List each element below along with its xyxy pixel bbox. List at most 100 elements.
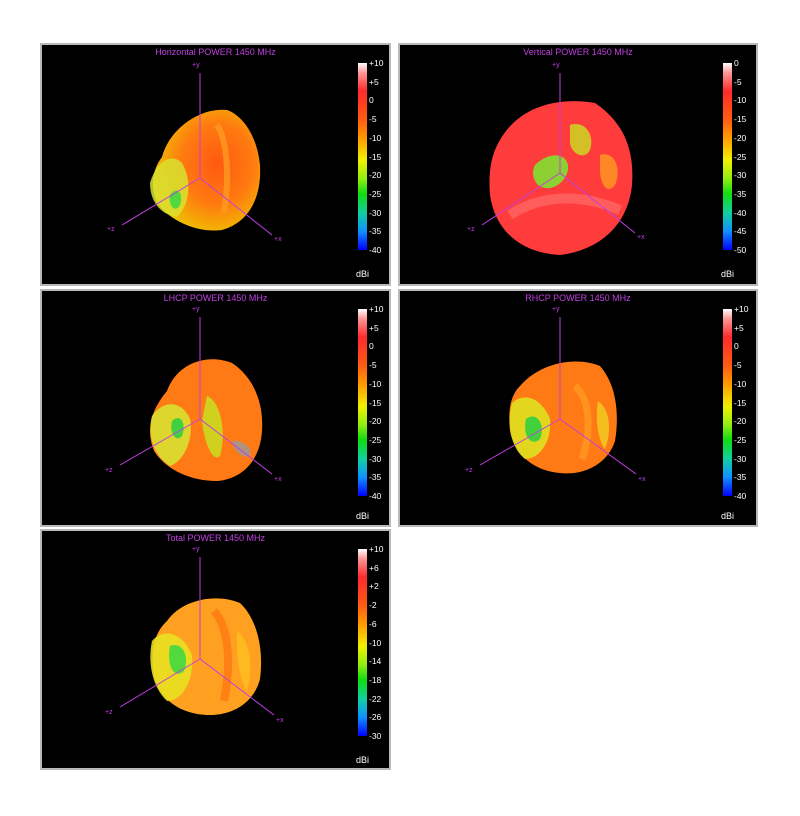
color-scale-ticks: +10 +5 0 -5 -10 -15 -20 -25 -30 -35 -40 xyxy=(734,304,756,501)
scale-tick: -6 xyxy=(369,618,377,629)
scale-tick: -15 xyxy=(369,151,382,162)
scale-tick: -10 xyxy=(369,637,382,648)
scale-tick: -30 xyxy=(369,731,382,741)
scale-tick: +10 xyxy=(369,544,384,554)
scale-tick: -2 xyxy=(369,600,377,611)
scale-tick: -30 xyxy=(369,207,382,218)
radiation-pattern-3d: +y +z +x xyxy=(105,306,282,483)
scale-unit: dBi xyxy=(721,511,735,521)
scale-tick: -5 xyxy=(369,114,377,125)
scale-tick: -26 xyxy=(369,712,382,723)
vertical-power-panel: Vertical POWER 1450 MHz +y +z +x 0 -5 -1… xyxy=(398,43,758,286)
scale-tick: -10 xyxy=(369,132,382,143)
axis-z-label: +z xyxy=(107,226,115,233)
scale-tick: -40 xyxy=(369,491,382,501)
rhcp-power-panel: RHCP POWER 1450 MHz +y +z +x +10 +5 0 -5… xyxy=(398,289,758,527)
color-scale-bar xyxy=(358,309,367,496)
panel-title: RHCP POWER 1450 MHz xyxy=(525,293,631,303)
axis-z-label: +z xyxy=(105,467,113,474)
panel-title: LHCP POWER 1450 MHz xyxy=(163,293,268,303)
axis-z-label: +z xyxy=(467,226,475,233)
panel-title: Horizontal POWER 1450 MHz xyxy=(155,47,276,57)
scale-tick: -35 xyxy=(369,472,382,483)
scale-tick: +10 xyxy=(369,304,384,314)
scale-tick: -25 xyxy=(369,434,382,445)
scale-tick: -5 xyxy=(369,360,377,371)
color-scale-bar xyxy=(723,309,732,496)
scale-unit: dBi xyxy=(356,269,370,279)
scale-tick: -40 xyxy=(734,491,747,501)
color-scale-ticks: 0 -5 -10 -15 -20 -25 -30 -35 -40 -45 -50 xyxy=(734,58,756,255)
scale-tick: -40 xyxy=(734,207,747,218)
color-scale-ticks: +10 +6 +2 -2 -6 -10 -14 -18 -22 -26 -30 xyxy=(369,544,389,741)
scale-tick: -45 xyxy=(734,226,747,237)
axis-y-label: +y xyxy=(192,546,200,553)
scale-tick: 0 xyxy=(369,341,374,352)
scale-tick: -20 xyxy=(369,170,382,181)
color-scale-bar xyxy=(358,549,367,736)
axis-y-label: +y xyxy=(552,62,560,69)
scale-tick: -10 xyxy=(734,378,747,389)
panel-title: Vertical POWER 1450 MHz xyxy=(523,47,633,57)
scale-tick: -5 xyxy=(734,76,742,87)
horizontal-power-panel: Horizontal POWER 1450 MHz +y +z +x +10 +… xyxy=(40,43,391,286)
scale-unit: dBi xyxy=(356,511,370,521)
scale-tick: -35 xyxy=(734,472,747,483)
color-scale-ticks: +10 +5 0 -5 -10 -15 -20 -25 -30 -35 -40 xyxy=(369,304,389,501)
lhcp-power-panel: LHCP POWER 1450 MHz +y +z +x +10 +5 0 -5… xyxy=(40,289,391,527)
scale-tick: -5 xyxy=(734,360,742,371)
scale-tick: -20 xyxy=(369,416,382,427)
scale-tick: 0 xyxy=(734,341,739,352)
scale-tick: -15 xyxy=(734,397,747,408)
axis-y-label: +y xyxy=(192,306,200,313)
total-power-panel: Total POWER 1450 MHz +y +z +x +10 +6 +2 … xyxy=(40,529,391,770)
scale-tick: -15 xyxy=(369,397,382,408)
axis-x-label: +x xyxy=(637,234,645,241)
scale-tick: 0 xyxy=(734,58,739,68)
panel-title: Total POWER 1450 MHz xyxy=(165,533,266,543)
scale-tick: -35 xyxy=(369,226,382,237)
scale-tick: -22 xyxy=(369,693,382,704)
axis-z-label: +z xyxy=(105,709,113,716)
scale-tick: -20 xyxy=(734,132,747,143)
scale-tick: -40 xyxy=(369,245,382,255)
axis-x-label: +x xyxy=(274,236,282,243)
axis-x-label: +x xyxy=(276,717,284,724)
scale-tick: 0 xyxy=(369,95,374,106)
scale-tick: +5 xyxy=(369,76,379,87)
scale-tick: -25 xyxy=(734,151,747,162)
scale-tick: -30 xyxy=(734,170,747,181)
color-scale-ticks: +10 +5 0 -5 -10 -15 -20 -25 -30 -35 -40 xyxy=(369,58,389,255)
scale-tick: -30 xyxy=(734,453,747,464)
scale-tick: +5 xyxy=(369,322,379,333)
scale-tick: -15 xyxy=(734,114,747,125)
axis-y-label: +y xyxy=(192,62,200,69)
scale-tick: -18 xyxy=(369,674,382,685)
scale-tick: -10 xyxy=(369,378,382,389)
axis-y-label: +y xyxy=(552,306,560,313)
scale-tick: +2 xyxy=(369,581,379,592)
scale-tick: -30 xyxy=(369,453,382,464)
scale-tick: +10 xyxy=(734,304,749,314)
scale-tick: -20 xyxy=(734,416,747,427)
axis-x-label: +x xyxy=(638,476,646,483)
axis-z-label: +z xyxy=(465,467,473,474)
radiation-pattern-3d: +y +z +x xyxy=(467,62,645,255)
axis-x-label: +x xyxy=(274,476,282,483)
scale-tick: +6 xyxy=(369,562,379,573)
scale-tick: +10 xyxy=(369,58,384,68)
radiation-pattern-3d: +y +z +x xyxy=(105,546,284,724)
scale-unit: dBi xyxy=(721,269,735,279)
radiation-pattern-3d: +y +z +x xyxy=(465,306,646,483)
scale-tick: -50 xyxy=(734,245,747,255)
scale-tick: +5 xyxy=(734,322,744,333)
scale-tick: -10 xyxy=(734,95,747,106)
scale-tick: -25 xyxy=(734,434,747,445)
scale-unit: dBi xyxy=(356,755,370,765)
scale-tick: -14 xyxy=(369,656,382,667)
radiation-pattern-3d: +y +z +x xyxy=(107,62,282,243)
scale-tick: -25 xyxy=(369,188,382,199)
color-scale-bar xyxy=(723,63,732,250)
scale-tick: -35 xyxy=(734,188,747,199)
color-scale-bar xyxy=(358,63,367,250)
